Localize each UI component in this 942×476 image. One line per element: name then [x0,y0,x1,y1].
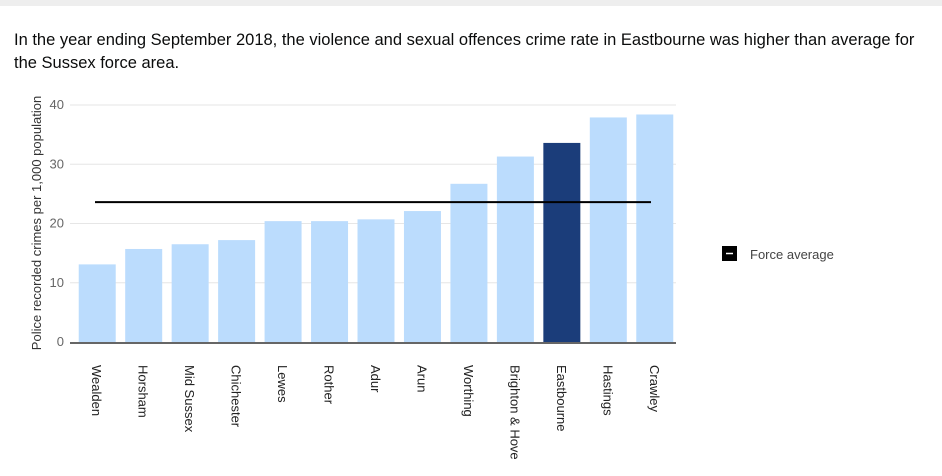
bar-rother[interactable] [311,221,349,342]
x-tick-label: Eastbourne [554,365,569,432]
x-tick-label: Worthing [461,365,476,417]
bar-horsham[interactable] [125,248,163,342]
y-tick-label: 30 [50,156,64,171]
x-tick-label: Adur [368,365,383,393]
x-tick-label: Brighton & Hove [507,365,522,460]
x-tick-label: Wealden [89,365,104,416]
bar-chichester[interactable] [218,240,256,342]
bar-arun[interactable] [403,211,441,342]
x-tick-label: Hastings [600,365,615,416]
bar-lewes[interactable] [264,221,302,342]
x-tick-label: Lewes [275,365,290,403]
bar-brighton-hove[interactable] [496,156,534,342]
bar-wealden[interactable] [78,264,116,342]
bar-hastings[interactable] [589,117,627,342]
x-tick-label: Mid Sussex [182,365,197,433]
y-axis-label: Police recorded crimes per 1,000 populat… [29,96,44,350]
bar-eastbourne[interactable] [543,142,581,342]
x-tick-label: Arun [414,365,429,392]
y-tick-label: 10 [50,275,64,290]
legend: Force average [722,246,834,262]
bar-adur[interactable] [357,219,395,342]
bar-crawley[interactable] [636,114,674,342]
y-tick-label: 20 [50,216,64,231]
x-tick-label: Crawley [647,365,662,412]
bar-mid-sussex[interactable] [171,244,209,342]
top-bar [0,0,942,6]
x-tick-label: Rother [322,365,337,405]
x-tick-label: Chichester [229,365,244,428]
bar-worthing[interactable] [450,183,488,342]
chart-title: In the year ending September 2018, the v… [14,31,915,72]
legend-force-average-label: Force average [750,247,834,262]
y-tick-label: 0 [57,334,64,349]
x-tick-label: Horsham [136,365,151,418]
y-tick-label: 40 [50,97,64,112]
